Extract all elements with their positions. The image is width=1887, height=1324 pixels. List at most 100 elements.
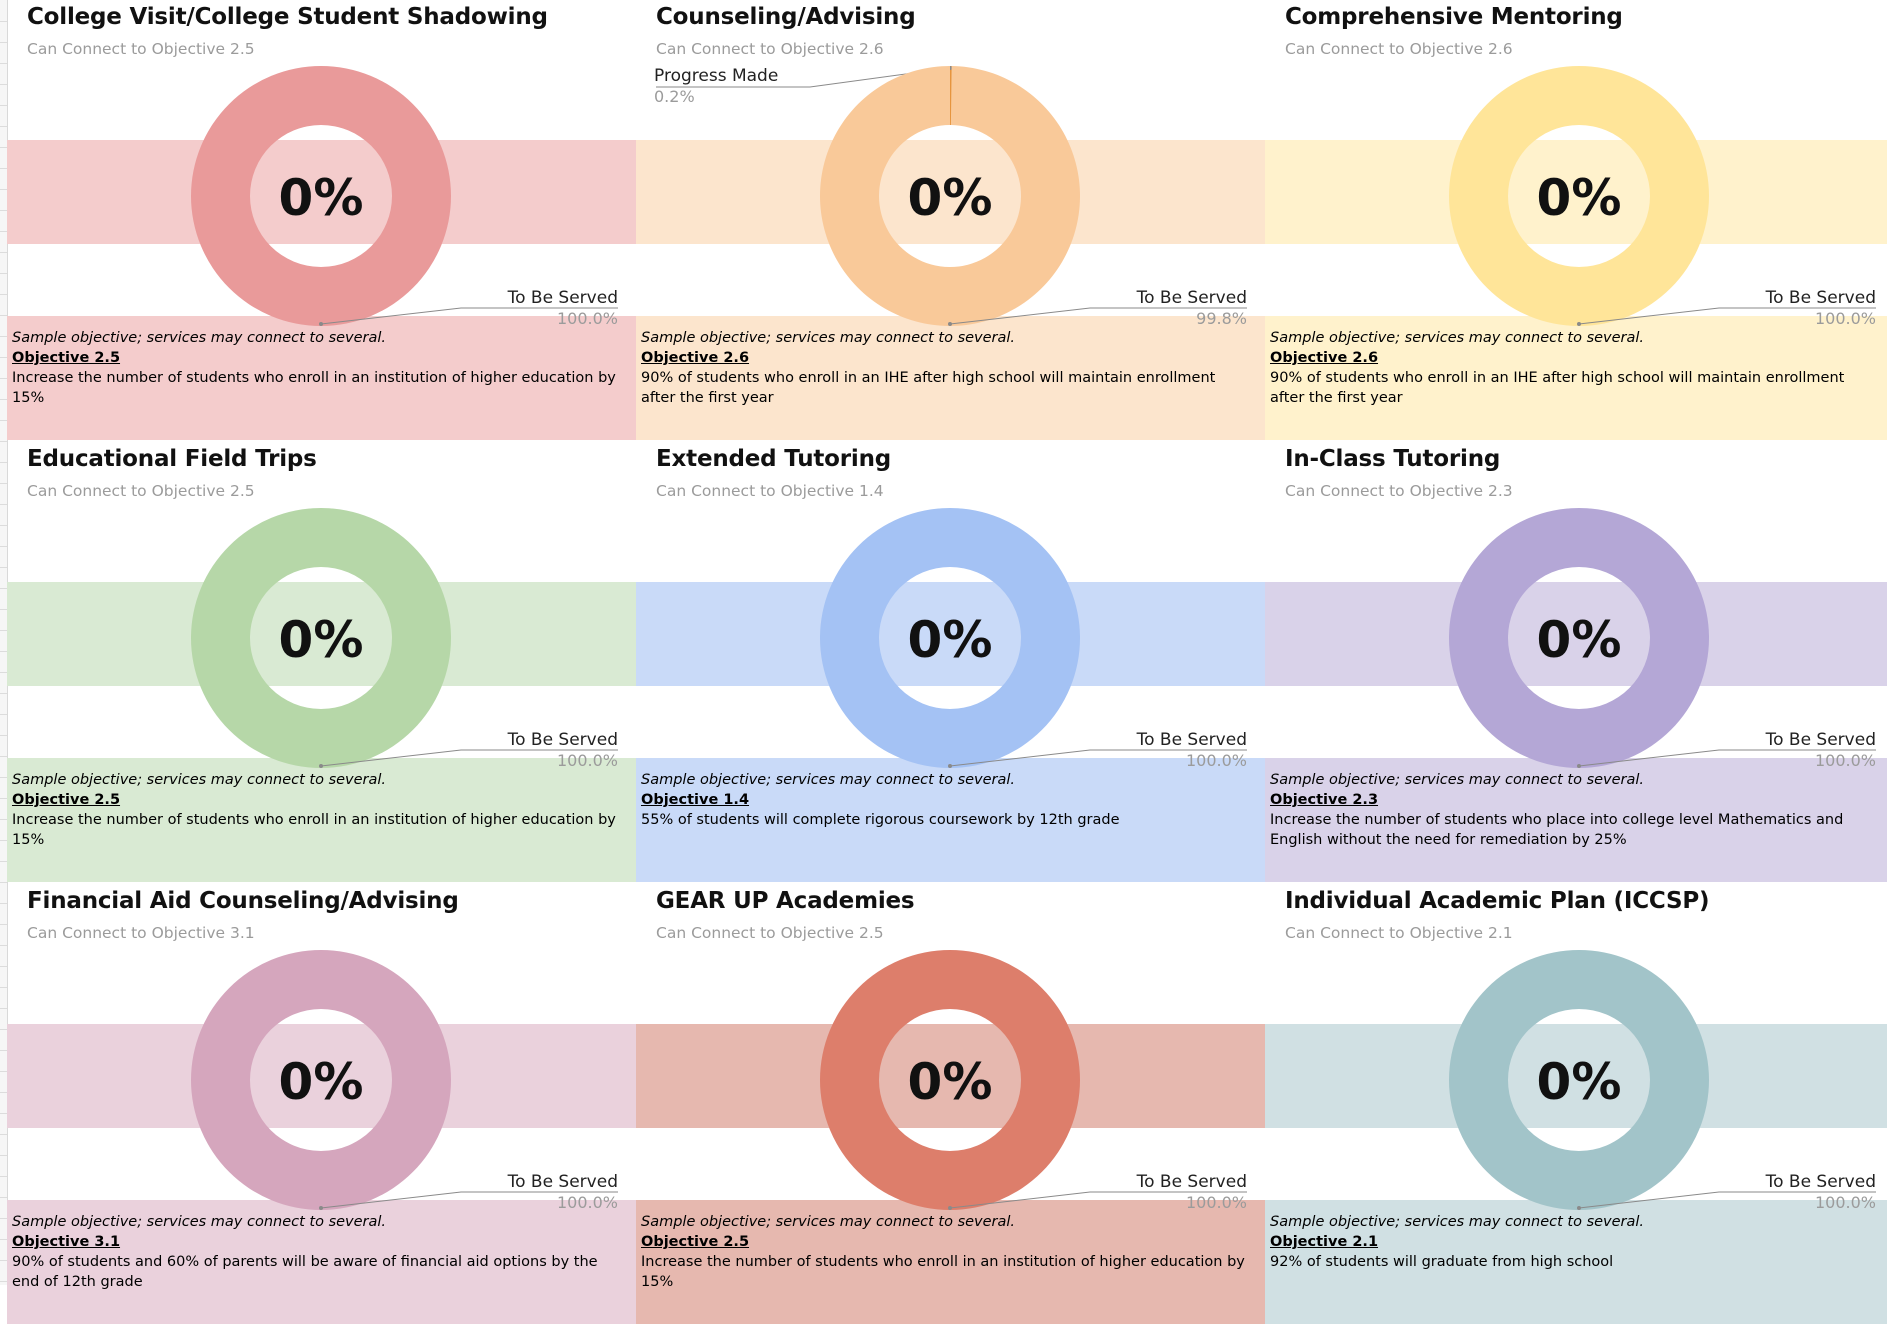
donut-slice-to-be-served [191,508,451,768]
sample-note: Sample objective; services may connect t… [12,330,387,346]
gutter-gridline [0,147,7,148]
objective-label: Objective 2.6 [641,350,750,366]
chart-title: Comprehensive Mentoring [1285,4,1623,30]
chart-title: In-Class Tutoring [1285,446,1501,472]
gutter-gridline [0,693,7,694]
gutter-gridline [0,357,7,358]
leader-line [949,1191,1247,1209]
objective-description-box: Sample objective; services may connect t… [636,758,1265,882]
leader-line [949,307,1247,325]
service-chart-tile[interactable]: Sample objective; services may connect t… [636,442,1265,882]
chart-color-band [1265,582,1887,686]
donut-slice-to-be-served [820,508,1080,768]
objective-label: Objective 2.1 [1270,1234,1379,1250]
slice-value-to-be-served: 100.0% [1186,1193,1247,1212]
gutter-gridline [0,1260,7,1261]
chart-subtitle: Can Connect to Objective 2.3 [1285,482,1513,500]
gutter-gridline [0,21,7,22]
objective-text-block: Sample objective; services may connect t… [12,328,618,408]
gutter-gridline [0,105,7,106]
chart-title: Counseling/Advising [656,4,916,30]
leader-line [320,1191,618,1209]
sample-note: Sample objective; services may connect t… [12,1214,387,1230]
leader-line [1578,307,1876,325]
chart-title: Financial Aid Counseling/Advising [27,888,459,914]
gutter-gridline [0,84,7,85]
gutter-gridline [0,861,7,862]
objective-text-block: Sample objective; services may connect t… [12,770,618,850]
sample-note: Sample objective; services may connect t… [1270,772,1645,788]
gutter-gridline [0,798,7,799]
service-chart-tile[interactable]: Sample objective; services may connect t… [7,442,636,882]
gutter-gridline [0,336,7,337]
chart-subtitle: Can Connect to Objective 2.5 [27,482,255,500]
leader-line [320,749,618,767]
gutter-gridline [0,1134,7,1135]
gutter-gridline [0,756,7,757]
gutter-gridline [0,168,7,169]
service-chart-tile[interactable]: Sample objective; services may connect t… [636,884,1265,1324]
objective-text-block: Sample objective; services may connect t… [641,770,1247,830]
service-chart-tile[interactable]: Sample objective; services may connect t… [1265,884,1887,1324]
gutter-gridline [0,462,7,463]
objective-label: Objective 3.1 [12,1234,121,1250]
service-chart-tile[interactable]: Sample objective; services may connect t… [1265,0,1887,440]
gutter-gridline [0,42,7,43]
slice-label-to-be-served: To Be Served [1765,288,1876,308]
donut-center-value: 0% [279,1053,364,1111]
service-chart-tile[interactable]: Sample objective; services may connect t… [636,0,1265,440]
gutter-gridline [0,672,7,673]
service-chart-tile[interactable]: Sample objective; services may connect t… [7,0,636,440]
slice-value-to-be-served: 100.0% [1815,309,1876,328]
chart-color-band [7,140,636,244]
chart-subtitle: Can Connect to Objective 2.5 [27,40,255,58]
sample-note: Sample objective; services may connect t… [1270,330,1645,346]
objective-description-box: Sample objective; services may connect t… [1265,758,1887,882]
donut-slice-to-be-served [1449,66,1709,326]
slice-value-to-be-served: 100.0% [1186,751,1247,770]
gutter-gridline [0,819,7,820]
slice-label-to-be-served: To Be Served [1765,1172,1876,1192]
gutter-gridline [0,1008,7,1009]
donut-slice-to-be-served [191,950,451,1210]
gutter-gridline [0,231,7,232]
chart-color-band [636,1024,1265,1128]
slice-label-to-be-served: To Be Served [507,1172,618,1192]
chart-subtitle: Can Connect to Objective 3.1 [27,924,255,942]
gutter-gridline [0,189,7,190]
gutter-gridline [0,252,7,253]
gutter-gridline [0,420,7,421]
donut-center-value: 0% [908,611,993,669]
slice-label-to-be-served: To Be Served [507,288,618,308]
gutter-gridline [0,441,7,442]
gutter-gridline [0,1281,7,1282]
slice-value-progress-made: 0.2% [654,87,695,106]
objective-text-block: Sample objective; services may connect t… [641,328,1247,408]
gutter-gridline [0,1113,7,1114]
slice-value-to-be-served: 100.0% [1815,1193,1876,1212]
chart-title: Educational Field Trips [27,446,317,472]
chart-title: College Visit/College Student Shadowing [27,4,548,30]
objective-label: Objective 2.5 [12,350,121,366]
donut-center-value: 0% [908,169,993,227]
chart-color-band [7,1024,636,1128]
gutter-gridline [0,651,7,652]
gutter-gridline [0,1029,7,1030]
service-chart-tile[interactable]: Sample objective; services may connect t… [1265,442,1887,882]
slice-value-to-be-served: 100.0% [1815,751,1876,770]
donut-slice-to-be-served [820,950,1080,1210]
service-chart-tile[interactable]: Sample objective; services may connect t… [7,884,636,1324]
leader-line [1578,749,1876,767]
slice-value-to-be-served: 99.8% [1196,309,1247,328]
objective-label: Objective 2.5 [641,1234,750,1250]
objective-body: Increase the number of students who enro… [12,812,616,848]
slice-value-to-be-served: 100.0% [557,309,618,328]
gutter-gridline [0,1155,7,1156]
gutter-gridline [0,483,7,484]
gutter-gridline [0,1197,7,1198]
slice-label-to-be-served: To Be Served [1136,288,1247,308]
gutter-gridline [0,1176,7,1177]
objective-label: Objective 2.3 [1270,792,1379,808]
